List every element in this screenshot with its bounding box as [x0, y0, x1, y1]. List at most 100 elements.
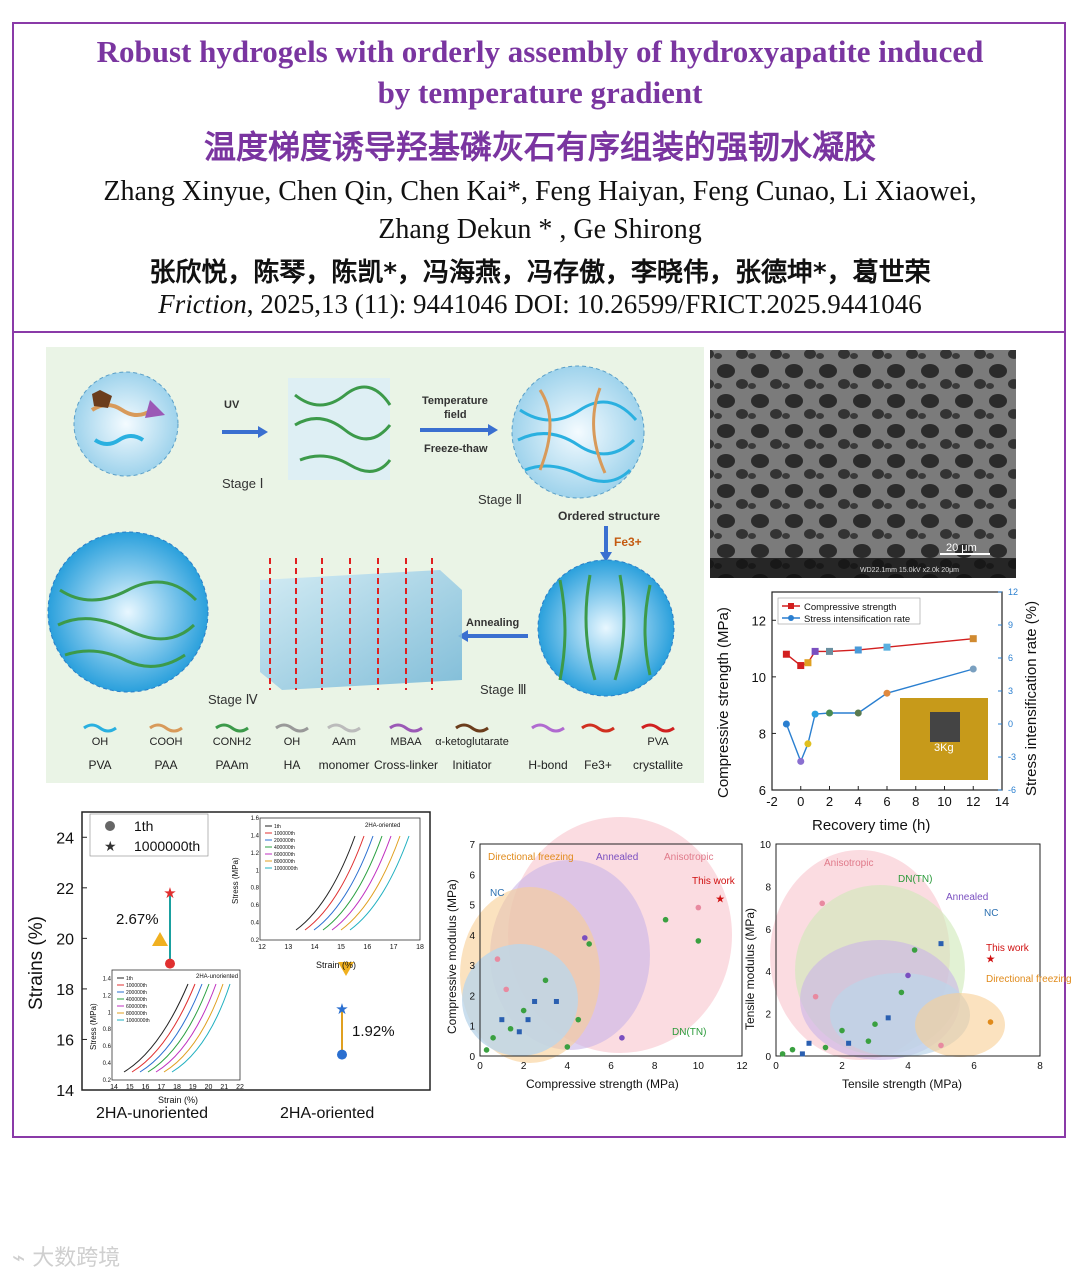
inset-ytick-label: 0.8 [103, 1027, 112, 1033]
inset-legend-label: 200000th [274, 838, 295, 844]
legend-marker-rate [788, 615, 794, 621]
strains-chart: Strains (%) 2HA-unoriented 2HA-oriented … [26, 811, 431, 1122]
legend-bottom-label-8: Fe3+ [584, 758, 612, 772]
temperature-field-label-1: Temperature [422, 395, 488, 407]
inset-legend-label: 1000000th [126, 1018, 150, 1024]
recovery-xtick-label: -2 [766, 794, 778, 809]
label-directional-freezing-c: Directional freezing [488, 852, 574, 863]
legend-label-1000000th: 1000000th [134, 838, 200, 854]
uv-label: UV [224, 399, 240, 411]
ashby-ytick-label: 2 [469, 991, 475, 1002]
legend-icon-3 [275, 723, 309, 733]
inset-legend-label: 400000th [126, 997, 147, 1003]
legend-icon-8 [581, 723, 615, 733]
ashby-ytick-label: 2 [765, 1010, 771, 1021]
strains-ytick-label: 14 [56, 1083, 74, 1100]
inset-legend-label: 800000th [274, 859, 295, 865]
watermark-text: 大数跨境 [32, 1246, 121, 1271]
ashby-ytick-label: 8 [765, 882, 771, 893]
authors-en-line1: Zhang Xinyue, Chen Qin, Chen Kai*, Feng … [103, 176, 977, 207]
inset-oriented-curve [295, 835, 356, 931]
inset-oriented-title: 2HA-oriented [365, 823, 400, 829]
uv-arrow-head [258, 426, 268, 438]
inset-xtick-label: 22 [236, 1084, 244, 1091]
inset-unoriented-ylabel: Stress (MPa) [89, 1003, 98, 1050]
increase-arrow-up [152, 932, 168, 946]
fe-arrow-head [600, 552, 612, 562]
sem-info-bar [710, 558, 1016, 578]
ashby-marker [490, 1035, 496, 1041]
legend-icon-5 [389, 723, 423, 733]
inset-weight-label: 3Kg [934, 742, 954, 754]
inset-ytick-label: 0.4 [251, 921, 260, 927]
strains-legend [89, 813, 209, 857]
authors-en-line2: Zhang Dekun * , Ge Shirong [378, 214, 702, 245]
ashby-marker [846, 1040, 852, 1046]
rate-point [811, 710, 819, 718]
ordered-structure-label: Ordered structure [558, 509, 660, 523]
legend-icon-6 [455, 723, 489, 733]
label-directional-freezing-t: Directional freezing [986, 974, 1072, 985]
label-nc-t: NC [984, 908, 998, 919]
ashby-xtick-label: 6 [608, 1061, 614, 1072]
inset-xtick-label: 19 [189, 1084, 197, 1091]
recovery-y2tick-label: 6 [1008, 653, 1013, 663]
stage1-network-chains [294, 385, 392, 473]
rate-point [854, 709, 862, 717]
title-en-line2: by temperature gradient [377, 75, 703, 110]
ashby-marker [779, 1051, 786, 1057]
inset-unoriented-curve [171, 983, 231, 1073]
freeze-thaw-label: Freeze-thaw [424, 443, 488, 455]
ashby-marker [525, 1017, 531, 1023]
legend-top-label-3: OH [284, 736, 301, 748]
temperature-gradient-lines [269, 558, 433, 690]
stage1-label: Stage Ⅰ [222, 476, 263, 491]
region-nc [462, 944, 578, 1056]
inset-legend-label: 200000th [126, 990, 147, 996]
recovery-y2tick-label: -6 [1008, 785, 1016, 795]
ashby-marker [507, 1025, 514, 1032]
ashby-ytick-label: 3 [469, 961, 475, 972]
ashby-marker [564, 1044, 571, 1050]
tensile-ylabel: Tensile modulus (MPa) [743, 908, 757, 1030]
inset-xtick-label: 16 [142, 1084, 150, 1091]
recovery-y2tick-label: 0 [1008, 719, 1013, 729]
stage4-label: Stage Ⅳ [208, 692, 258, 707]
ashby-ytick-label: 7 [469, 840, 475, 851]
label-dntn-c: DN(TN) [672, 1027, 706, 1038]
ashby-marker [542, 977, 549, 984]
inset-oriented-area [259, 817, 421, 941]
recovery-y2tick-label: -3 [1008, 752, 1016, 762]
inset-unoriented-curve [139, 983, 203, 1073]
increase-arrow-down [338, 962, 354, 976]
category-label-unoriented: 2HA-unoriented [96, 1105, 208, 1122]
ashby-xtick-label: 4 [905, 1061, 911, 1072]
strains-point-1th [337, 1049, 347, 1060]
ashby-marker [582, 935, 588, 941]
ashby-marker [695, 904, 702, 911]
inset-xtick-label: 15 [337, 944, 345, 951]
legend-marker-1000000th: ★ [104, 838, 117, 854]
ashby-marker [499, 1017, 505, 1023]
inset-legend-label: 1000000th [274, 866, 298, 872]
inset-unoriented-curve [147, 983, 210, 1073]
crosslinker-triangle-icon [145, 400, 165, 418]
recovery-y2label: Stress intensification rate (%) [1023, 601, 1040, 796]
inset-oriented: 2HA-oriented Strain (%) Stress (MPa) 12 1… [231, 816, 424, 970]
stage4-detail-bubble [47, 531, 209, 693]
strength-point [804, 659, 812, 667]
citation: Friction, 2025,13 (11): 9441046 DOI: 10.… [20, 289, 1060, 320]
sem-scale-label: 20 μm [946, 542, 977, 554]
inset-oriented-curve [304, 835, 365, 931]
stage4-hydrogel-block [260, 570, 462, 690]
ashby-marker [938, 1042, 944, 1049]
label-annealed-c: Annealed [596, 852, 638, 863]
ashby-marker [865, 1038, 872, 1044]
authors-cn: 张欣悦，陈琴，陈凯*，冯海燕，冯存傲，李晓伟，张德坤*，葛世荣 [149, 258, 931, 288]
strength-point [782, 650, 790, 658]
legend-top-label-6: α-ketoglutarate [435, 736, 509, 748]
annealing-label: Annealing [466, 617, 519, 629]
strength-point [854, 646, 862, 654]
inset-xtick-label: 17 [157, 1084, 165, 1091]
ashby-marker [516, 1029, 522, 1035]
